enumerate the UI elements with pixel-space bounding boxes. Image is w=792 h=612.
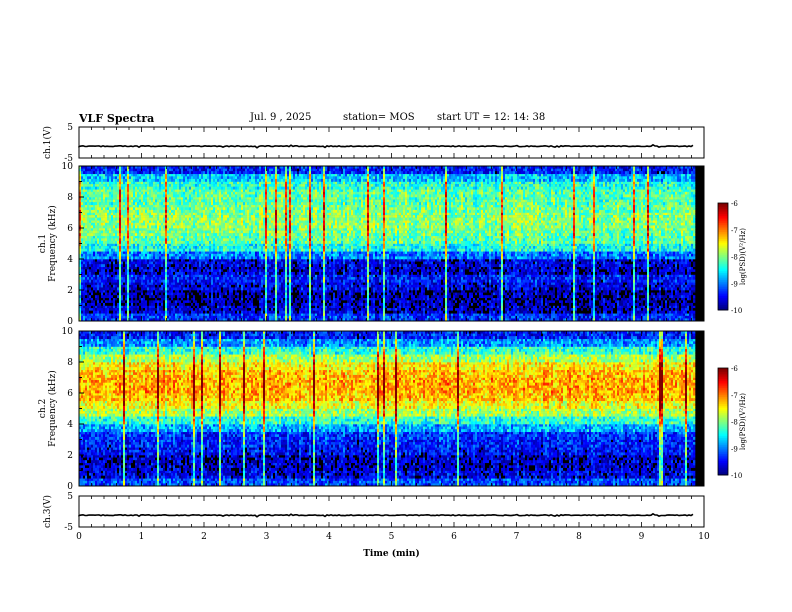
y-tick-label: -5 (64, 523, 73, 533)
vlf-figure: 5-5ch.1(V)0246810ch.1 Frequency (kHz)-6-7… (0, 0, 792, 612)
colorbar-tick-label: -10 (731, 307, 742, 315)
y-tick-label: 10 (62, 162, 74, 172)
y-tick-label: 8 (67, 358, 73, 368)
y-tick-label: 2 (67, 286, 73, 296)
y-tick-label: 4 (67, 255, 73, 265)
x-tick-label: 4 (326, 532, 332, 542)
colorbar-tick-label: -6 (731, 200, 738, 208)
ch2-spectrogram-colorbar (718, 368, 728, 475)
y-axis-label: Frequency (kHz) (47, 370, 58, 447)
x-tick-label: 8 (576, 532, 582, 542)
y-axis-label: ch.1(V) (42, 126, 53, 159)
y-axis-label: ch.1 (38, 234, 48, 253)
ch2-spectrogram-image (79, 331, 704, 486)
colorbar-tick-label: -9 (731, 280, 738, 288)
colorbar-tick-label: -10 (731, 472, 742, 480)
x-tick-label: 3 (264, 532, 270, 542)
x-axis-label: Time (min) (363, 548, 420, 559)
y-axis-label: ch.3(V) (42, 495, 53, 528)
colorbar-tick-label: -7 (731, 392, 738, 400)
y-tick-label: 0 (67, 317, 73, 327)
y-tick-label: 8 (67, 193, 73, 203)
colorbar-label: log(PSD)(V²/Hz) (739, 228, 747, 285)
colorbar-tick-label: -7 (731, 227, 738, 235)
y-tick-label: 6 (67, 224, 73, 234)
x-tick-label: 9 (639, 532, 645, 542)
y-tick-label: 0 (67, 482, 73, 492)
x-tick-label: 7 (514, 532, 520, 542)
x-tick-label: 6 (451, 532, 457, 542)
colorbar-tick-label: -9 (731, 445, 738, 453)
colorbar-tick-label: -6 (731, 365, 738, 373)
y-tick-label: 10 (62, 327, 74, 337)
x-tick-label: 10 (698, 532, 710, 542)
colorbar-label: log(PSD)(V²/Hz) (739, 393, 747, 450)
y-tick-label: 5 (67, 492, 73, 502)
y-axis-label: ch.2 (38, 399, 48, 418)
y-tick-label: 5 (67, 123, 73, 133)
y-axis-label: Frequency (kHz) (47, 205, 58, 282)
y-tick-label: 2 (67, 451, 73, 461)
ch1-spectrogram-image (79, 166, 704, 321)
x-tick-label: 0 (76, 532, 82, 542)
ch1-spectrogram-colorbar (718, 203, 728, 310)
colorbar-tick-label: -8 (731, 419, 738, 427)
y-tick-label: 6 (67, 389, 73, 399)
y-tick-label: 4 (67, 420, 73, 430)
x-tick-label: 2 (201, 532, 207, 542)
x-tick-label: 5 (389, 532, 395, 542)
x-tick-label: 1 (139, 532, 145, 542)
colorbar-tick-label: -8 (731, 254, 738, 262)
